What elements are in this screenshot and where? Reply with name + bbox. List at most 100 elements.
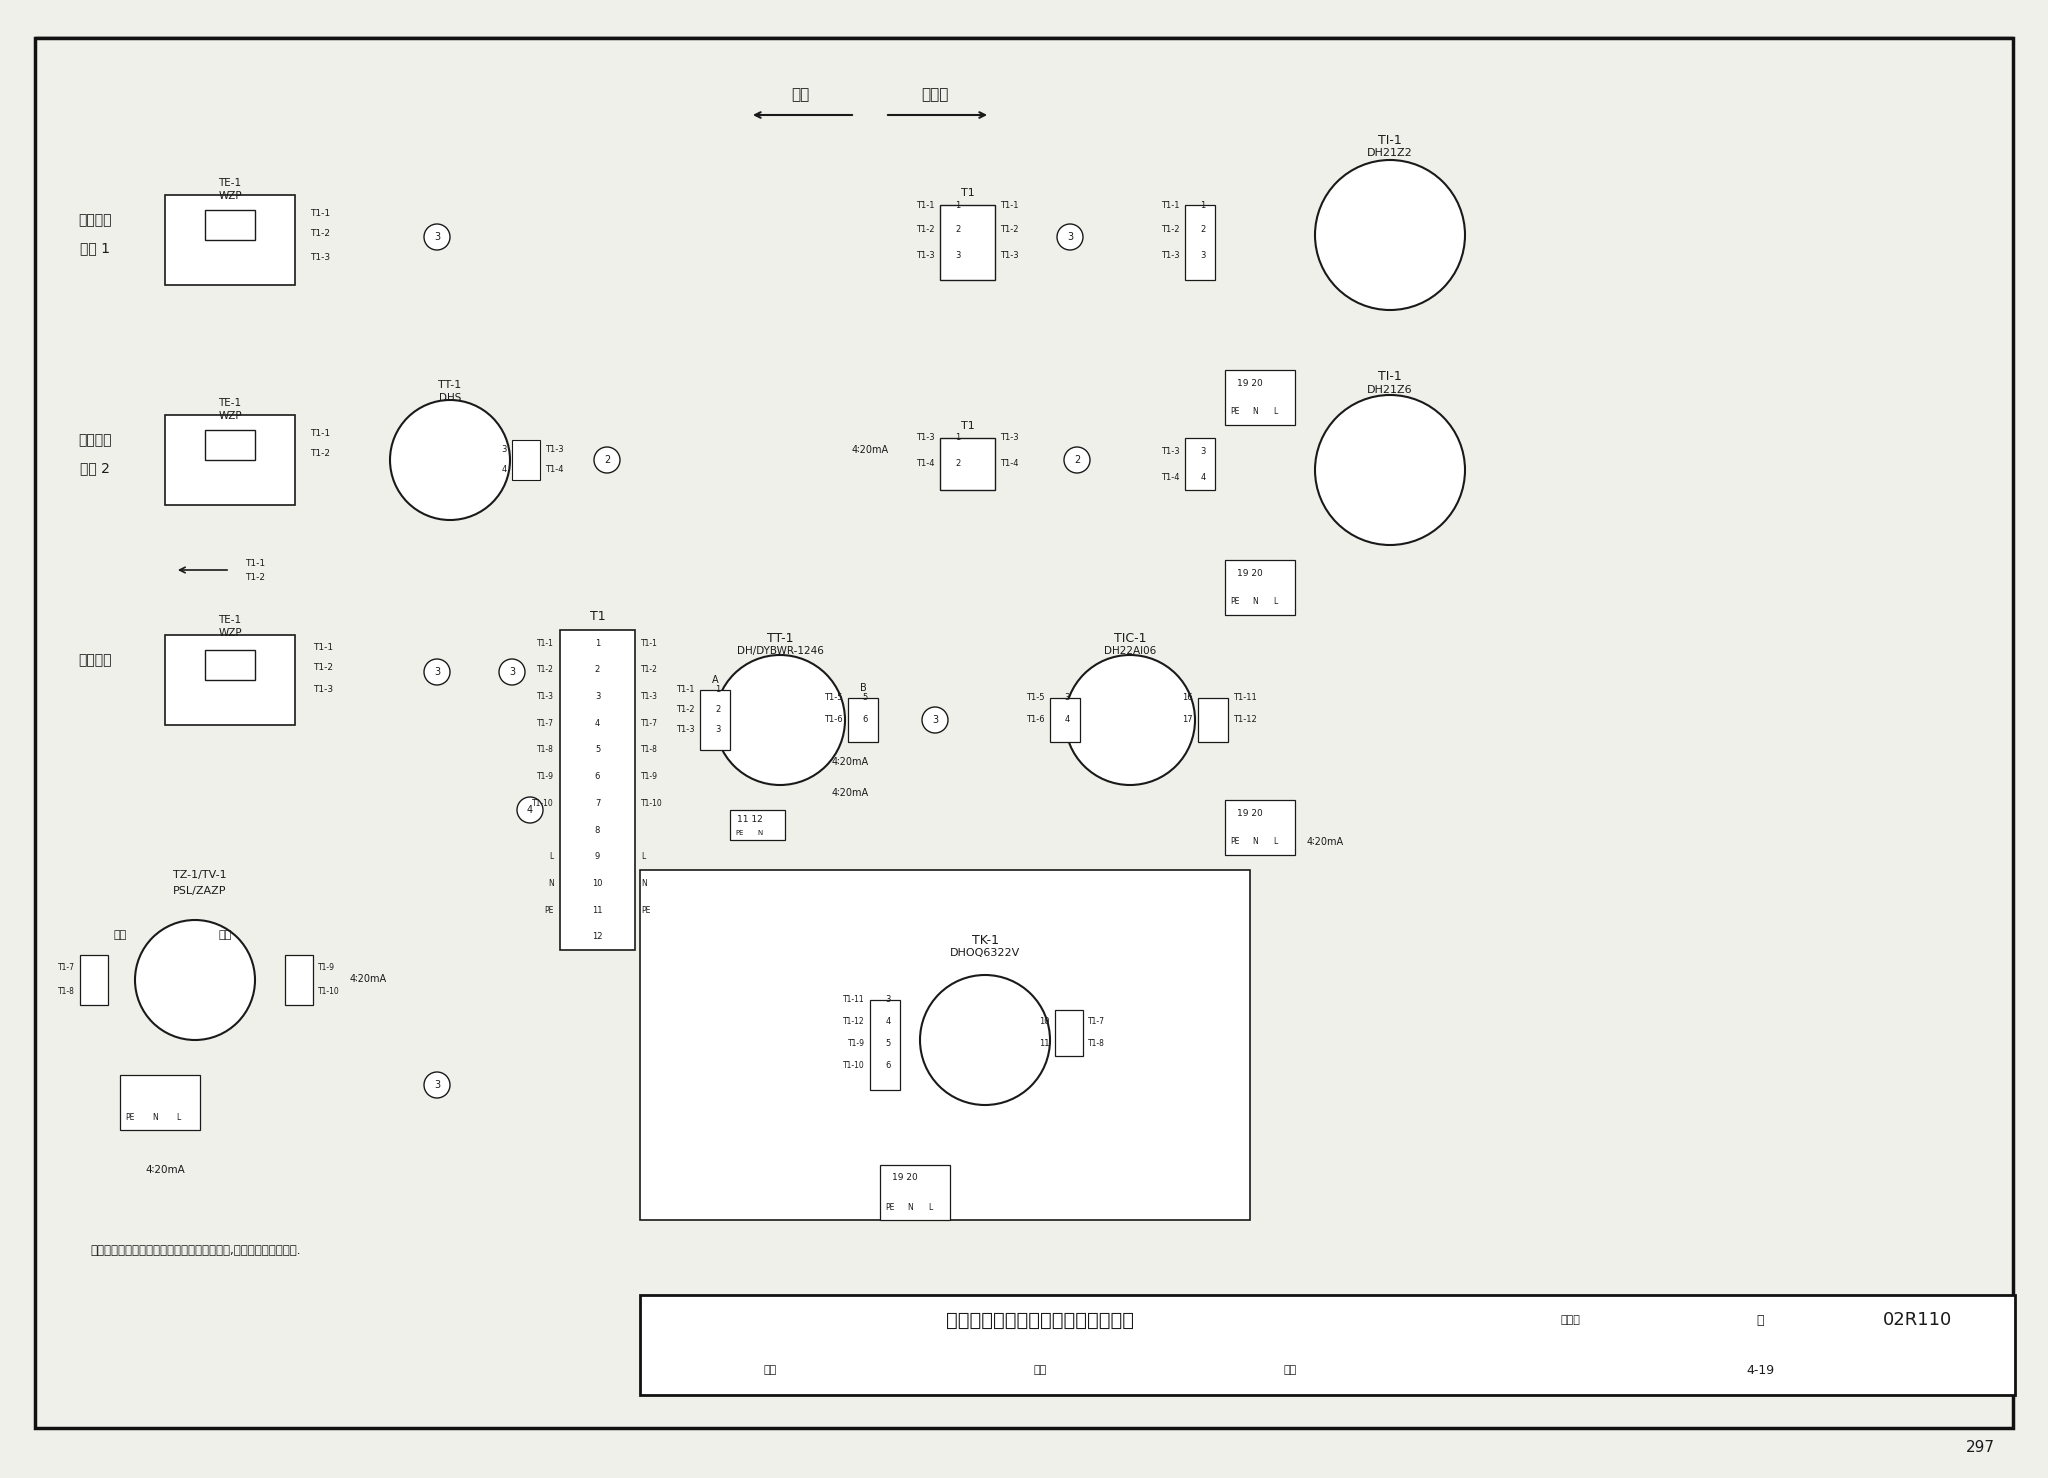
Bar: [1055, 1009, 1083, 1055]
Circle shape: [500, 659, 524, 684]
Text: 16: 16: [1182, 693, 1194, 702]
Text: T1-8: T1-8: [537, 745, 555, 754]
Text: 校对: 校对: [1034, 1366, 1047, 1375]
Text: 1: 1: [1200, 201, 1206, 210]
Bar: [205, 650, 256, 680]
Text: PE: PE: [1231, 597, 1239, 606]
Text: TT-1: TT-1: [766, 631, 793, 644]
Text: T1-8: T1-8: [57, 987, 76, 996]
Text: T1-12: T1-12: [1233, 715, 1257, 724]
Text: T1-1: T1-1: [918, 201, 936, 210]
Text: 10: 10: [1040, 1017, 1051, 1026]
Text: T1-2: T1-2: [309, 229, 330, 238]
Text: 3: 3: [434, 1080, 440, 1089]
Bar: [1225, 800, 1294, 854]
Text: T1-5: T1-5: [1026, 693, 1044, 702]
Text: T1-3: T1-3: [915, 250, 936, 260]
Text: T1-4: T1-4: [1161, 473, 1180, 482]
Text: PE: PE: [885, 1203, 895, 1212]
Text: T1-7: T1-7: [641, 718, 657, 727]
Text: 11: 11: [1040, 1039, 1051, 1048]
Text: DH22AI06: DH22AI06: [1104, 646, 1157, 656]
Bar: [512, 440, 541, 480]
Bar: [848, 698, 879, 742]
Text: T1: T1: [961, 188, 975, 198]
Text: T1-3: T1-3: [915, 433, 936, 442]
Bar: [1186, 437, 1214, 491]
Text: 19 20: 19 20: [1237, 569, 1264, 578]
Text: T1-4: T1-4: [918, 460, 936, 469]
Text: T1-3: T1-3: [641, 692, 657, 701]
Text: 温度测量: 温度测量: [78, 433, 113, 446]
Text: B: B: [860, 683, 866, 693]
Text: TT-1: TT-1: [438, 380, 461, 390]
Text: T1-2: T1-2: [313, 664, 334, 672]
Text: T1-8: T1-8: [1087, 1039, 1104, 1048]
Text: T1-2: T1-2: [537, 665, 555, 674]
Text: T1-3: T1-3: [313, 686, 334, 695]
Text: N: N: [1251, 838, 1257, 847]
Text: 5: 5: [862, 693, 868, 702]
Text: T1-7: T1-7: [537, 718, 555, 727]
Text: 2: 2: [715, 705, 721, 714]
Text: 4: 4: [526, 806, 532, 814]
Bar: [166, 195, 295, 285]
Text: PE: PE: [641, 906, 651, 915]
Text: 4: 4: [1200, 473, 1206, 482]
Text: DH21Z2: DH21Z2: [1368, 148, 1413, 158]
Text: T1-10: T1-10: [317, 987, 340, 996]
Text: L: L: [1274, 408, 1278, 417]
Text: 297: 297: [1966, 1440, 1995, 1454]
Text: T1-1: T1-1: [676, 686, 694, 695]
Circle shape: [1315, 395, 1464, 545]
Circle shape: [516, 797, 543, 823]
Text: N: N: [758, 831, 762, 837]
Bar: [940, 437, 995, 491]
Text: L: L: [641, 853, 645, 862]
Text: T1-1: T1-1: [313, 643, 334, 652]
Text: 2: 2: [594, 665, 600, 674]
Text: 3: 3: [434, 667, 440, 677]
Text: T1-3: T1-3: [1161, 250, 1180, 260]
Text: 1: 1: [954, 201, 961, 210]
Text: PE: PE: [1231, 838, 1239, 847]
Text: 就地: 就地: [791, 87, 809, 102]
Text: 1: 1: [715, 686, 721, 695]
Text: WZP: WZP: [219, 191, 242, 201]
Bar: [940, 205, 995, 279]
Text: 3: 3: [954, 250, 961, 260]
Bar: [121, 1075, 201, 1131]
Circle shape: [424, 1072, 451, 1098]
Text: L: L: [1274, 838, 1278, 847]
Text: TE-1: TE-1: [219, 615, 242, 625]
Text: T1-2: T1-2: [246, 572, 264, 581]
Circle shape: [1065, 655, 1194, 785]
Text: 3: 3: [510, 667, 514, 677]
Text: T1-3: T1-3: [1161, 446, 1180, 455]
Text: T1-7: T1-7: [57, 962, 76, 971]
Circle shape: [424, 659, 451, 684]
Text: 1: 1: [594, 638, 600, 647]
Bar: [80, 955, 109, 1005]
Text: 审核: 审核: [764, 1366, 776, 1375]
Text: T1-3: T1-3: [999, 250, 1018, 260]
Text: DH21Z6: DH21Z6: [1368, 384, 1413, 395]
Text: 方案 2: 方案 2: [80, 461, 111, 474]
Text: 仪表盘: 仪表盘: [922, 87, 948, 102]
Text: 10: 10: [592, 879, 602, 888]
Text: 7: 7: [594, 798, 600, 808]
Bar: [729, 810, 784, 840]
Text: 4: 4: [502, 466, 508, 474]
Text: 设计: 设计: [1284, 1366, 1296, 1375]
Text: T1: T1: [961, 421, 975, 432]
Text: 3: 3: [434, 232, 440, 242]
Text: 3: 3: [502, 445, 508, 455]
Circle shape: [920, 975, 1051, 1106]
Text: T1-12: T1-12: [844, 1017, 864, 1027]
Circle shape: [715, 655, 846, 785]
Text: TE-1: TE-1: [219, 398, 242, 408]
Text: 11 12: 11 12: [737, 816, 762, 825]
Text: T1-4: T1-4: [999, 460, 1018, 469]
Text: N: N: [549, 879, 555, 888]
Bar: [700, 690, 729, 749]
